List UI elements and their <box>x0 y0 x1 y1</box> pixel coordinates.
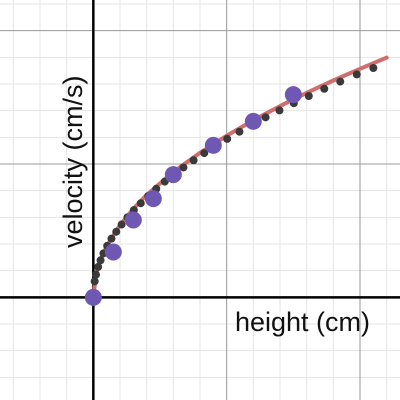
dotted-series-point <box>90 277 99 286</box>
series-layer <box>84 55 389 306</box>
dotted-series-point <box>223 134 232 143</box>
measured-point <box>104 243 122 261</box>
measured-point <box>144 190 162 208</box>
dotted-series-point <box>275 106 284 115</box>
x-axis-label: height (cm) <box>235 307 370 337</box>
dotted-series-point <box>117 220 126 229</box>
dotted-series-point <box>304 92 313 100</box>
dotted-series-point <box>320 84 329 93</box>
dotted-series-point <box>200 149 209 158</box>
measured-point <box>164 166 182 184</box>
measured-point <box>204 136 222 154</box>
dotted-series-point <box>112 227 121 236</box>
measured-point <box>124 211 142 229</box>
dotted-series-point <box>369 64 378 72</box>
dotted-series-point <box>189 156 198 165</box>
dotted-series-point <box>261 113 270 122</box>
dotted-series-point <box>94 262 103 271</box>
measured-point <box>244 112 262 130</box>
dotted-series-point <box>352 70 361 79</box>
dotted-series-point <box>336 77 345 86</box>
measured-point <box>84 288 102 306</box>
dotted-series-point <box>235 127 244 136</box>
measured-point <box>284 86 302 104</box>
dotted-series-point <box>179 163 188 172</box>
dotted-series-point <box>96 256 105 265</box>
dotted-series-point <box>107 234 116 243</box>
dotted-series-point <box>92 270 100 279</box>
dotted-series-point <box>136 199 145 208</box>
y-axis-label: velocity (cm/s) <box>58 75 88 248</box>
